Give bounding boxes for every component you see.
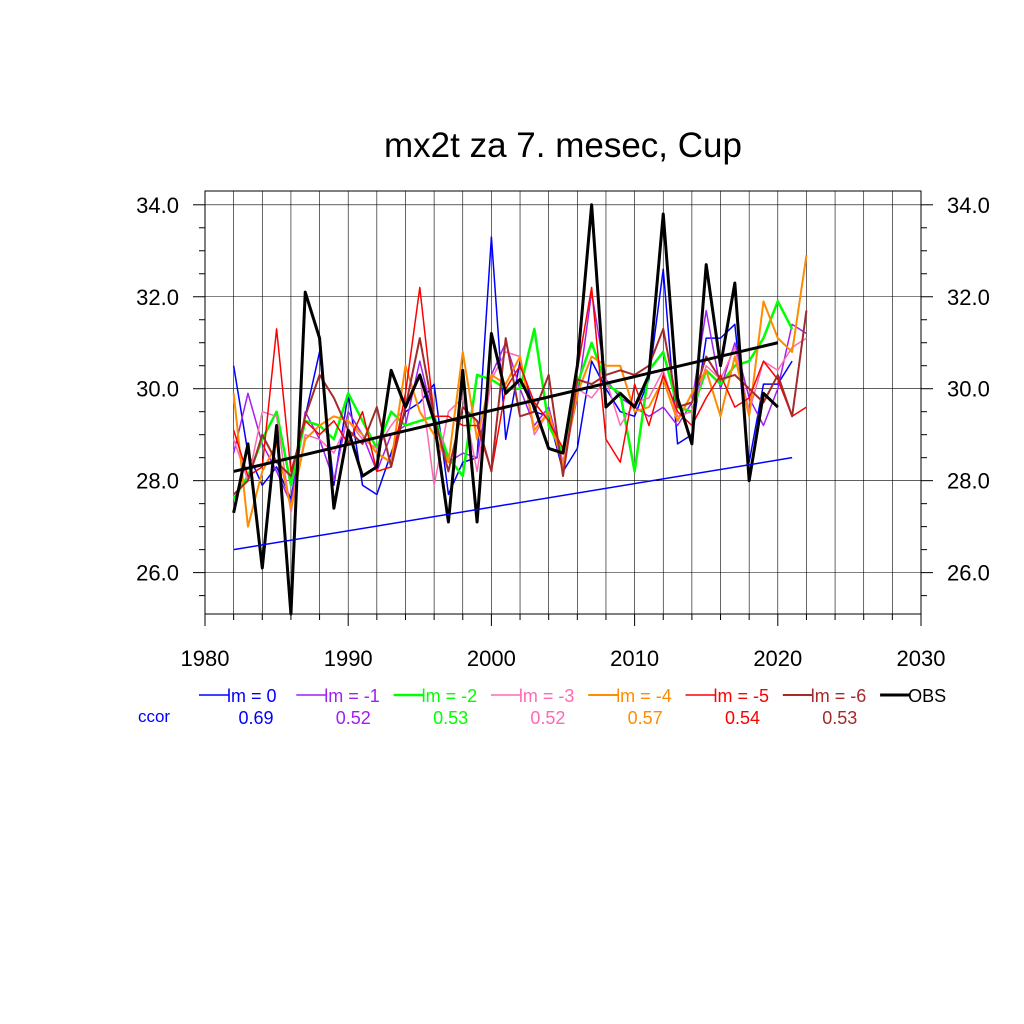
ccor-value: 0.52 xyxy=(530,708,565,728)
y-tick-label-right: 28.0 xyxy=(947,469,990,494)
y-tick-label-left: 28.0 xyxy=(136,469,179,494)
y-tick-label-left: 26.0 xyxy=(136,561,179,586)
y-tick-label-left: 32.0 xyxy=(136,285,179,310)
y-tick-label-right: 34.0 xyxy=(947,193,990,218)
plot-frame xyxy=(204,190,922,615)
axes: 1980 1990 2000 2010 2020 2030 26.0 26.0 28.0 28.0… xyxy=(136,190,990,671)
legend-label: lm = -3 xyxy=(519,686,575,706)
chart-title: mx2t za 7. mesec, Cup xyxy=(384,126,742,165)
y-tick-label-right: 32.0 xyxy=(947,285,990,310)
legend-label: lm = -5 xyxy=(714,686,770,706)
legend-label: lm = -6 xyxy=(811,686,867,706)
ccor-value: 0.69 xyxy=(238,708,273,728)
ccor-label: ccor xyxy=(138,707,170,726)
y-tick-label-right: 26.0 xyxy=(947,561,990,586)
ccor-value: 0.53 xyxy=(433,708,468,728)
trend-line-obs xyxy=(233,341,779,473)
series-line-lm-5 xyxy=(232,286,807,477)
series-line-lm-6 xyxy=(232,310,808,496)
legend-label: lm = 0 xyxy=(227,686,277,706)
x-tick-label: 2030 xyxy=(897,646,946,671)
plot-area xyxy=(232,203,808,616)
legend-label: lm = -1 xyxy=(324,686,380,706)
legend-label: lm = -4 xyxy=(616,686,672,706)
series-line-lm-4 xyxy=(232,255,808,528)
y-tick-label-right: 30.0 xyxy=(947,377,990,402)
series-line-obs xyxy=(232,203,779,616)
ccor-value: 0.54 xyxy=(725,708,760,728)
legend-label: OBS xyxy=(908,686,946,706)
legend-label: lm = -2 xyxy=(422,686,478,706)
x-tick-label: 2000 xyxy=(467,646,516,671)
x-tick-label: 2010 xyxy=(610,646,659,671)
y-tick-label-left: 30.0 xyxy=(136,377,179,402)
trend-line-lm-0 xyxy=(233,456,793,551)
ccor-value: 0.53 xyxy=(822,708,857,728)
ccor-value: 0.57 xyxy=(628,708,663,728)
ccor-value: 0.52 xyxy=(336,708,371,728)
x-tick-label: 1980 xyxy=(181,646,230,671)
y-tick-label-left: 34.0 xyxy=(136,193,179,218)
x-tick-label: 1990 xyxy=(324,646,373,671)
x-tick-label: 2020 xyxy=(753,646,802,671)
